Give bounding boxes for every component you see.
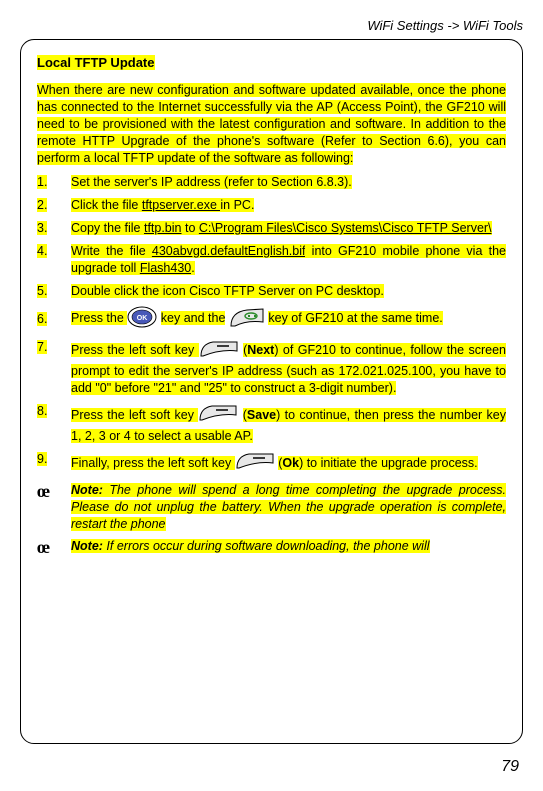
note-1: œ Note: The phone will spend a long time… [37, 482, 506, 533]
step-6: 6. Press the OK key and the [37, 306, 506, 333]
step-9: 9. Finally, press the left soft key (Ok)… [37, 451, 506, 476]
step-5: 5. Double click the icon Cisco TFTP Serv… [37, 283, 506, 300]
softkey-icon [199, 339, 239, 364]
page-header: WiFi Settings -> WiFi Tools [20, 18, 523, 33]
intro-paragraph: When there are new configuration and sof… [37, 82, 506, 166]
section-title: Local TFTP Update [37, 55, 155, 70]
section-title-row: Local TFTP Update [37, 54, 506, 72]
svg-text:OK: OK [137, 315, 148, 322]
call-key-icon [229, 306, 265, 333]
page-number: 79 [20, 758, 523, 776]
ok-key-icon: OK [127, 306, 157, 333]
page: WiFi Settings -> WiFi Tools Local TFTP U… [0, 0, 543, 791]
note-icon: œ [37, 482, 71, 533]
step-7: 7. Press the left soft key (Next) of GF2… [37, 339, 506, 398]
note-icon: œ [37, 538, 71, 556]
step-8: 8. Press the left soft key (Save) to con… [37, 403, 506, 445]
step-1: 1. Set the server's IP address (refer to… [37, 174, 506, 191]
note-2: œ Note: If errors occur during software … [37, 538, 506, 556]
softkey-icon [235, 451, 275, 476]
step-3: 3. Copy the file tftp.bin to C:\Program … [37, 220, 506, 237]
softkey-icon [198, 403, 238, 428]
step-4: 4. Write the file 430abvgd.defaultEnglis… [37, 243, 506, 277]
content-box: Local TFTP Update When there are new con… [20, 39, 523, 744]
step-2: 2. Click the file tftpserver.exe in PC. [37, 197, 506, 214]
